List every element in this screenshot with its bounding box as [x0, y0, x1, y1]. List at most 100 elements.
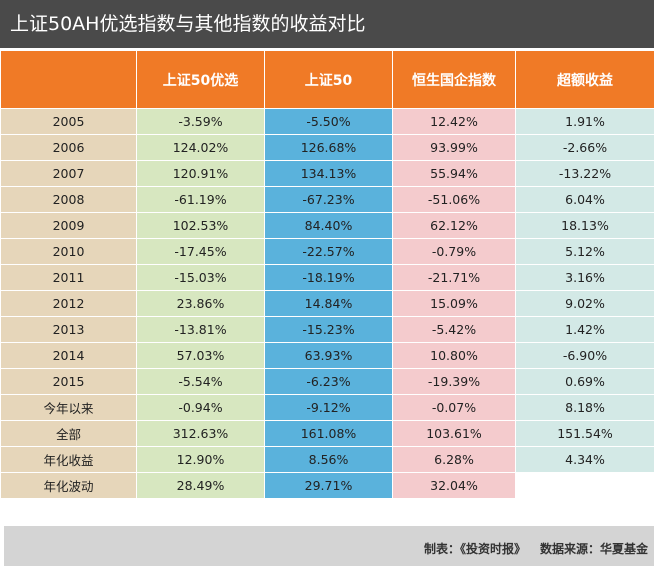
table-cell: 134.13% — [265, 161, 393, 187]
table-cell: 15.09% — [393, 291, 516, 317]
table-cell: 10.80% — [393, 343, 516, 369]
row-label-cell: 2011 — [1, 265, 137, 291]
table-cell: -13.81% — [137, 317, 265, 343]
page-title: 上证50AH优选指数与其他指数的收益对比 — [0, 0, 654, 48]
table-cell: -19.39% — [393, 369, 516, 395]
table-cell: 63.93% — [265, 343, 393, 369]
row-label-cell: 2012 — [1, 291, 137, 317]
table-cell: 1.91% — [516, 109, 654, 135]
table-cell: -9.12% — [265, 395, 393, 421]
table-cell: -3.59% — [137, 109, 265, 135]
column-header: 超额收益 — [516, 51, 654, 109]
row-label-cell: 年化波动 — [1, 473, 137, 499]
table-cell: 18.13% — [516, 213, 654, 239]
table-cell: -15.23% — [265, 317, 393, 343]
table-row: 2015-5.54%-6.23%-19.39%0.69% — [1, 369, 654, 395]
table-cell: -13.22% — [516, 161, 654, 187]
table-cell: -2.66% — [516, 135, 654, 161]
table-cell: 161.08% — [265, 421, 393, 447]
table-cell: -21.71% — [393, 265, 516, 291]
table-cell — [516, 473, 654, 499]
table-cell: -5.42% — [393, 317, 516, 343]
table-cell: 8.18% — [516, 395, 654, 421]
table-cell: 29.71% — [265, 473, 393, 499]
table-cell: 5.12% — [516, 239, 654, 265]
table-cell: 151.54% — [516, 421, 654, 447]
row-label-cell: 2009 — [1, 213, 137, 239]
table-cell: 124.02% — [137, 135, 265, 161]
table-cell: -0.79% — [393, 239, 516, 265]
table-cell: -0.07% — [393, 395, 516, 421]
column-header: 恒生国企指数 — [393, 51, 516, 109]
table-row: 2008-61.19%-67.23%-51.06%6.04% — [1, 187, 654, 213]
table-cell: 32.04% — [393, 473, 516, 499]
row-label-cell: 年化收益 — [1, 447, 137, 473]
table-cell: -0.94% — [137, 395, 265, 421]
column-header: 上证50 — [265, 51, 393, 109]
table-cell: 103.61% — [393, 421, 516, 447]
table-cell: 14.84% — [265, 291, 393, 317]
table-row: 2005-3.59%-5.50%12.42%1.91% — [1, 109, 654, 135]
table-cell: 84.40% — [265, 213, 393, 239]
footer-source: 数据来源：华夏基金 — [540, 542, 648, 556]
row-label-cell: 2005 — [1, 109, 137, 135]
row-label-cell: 全部 — [1, 421, 137, 447]
table-cell: 4.34% — [516, 447, 654, 473]
table-cell: 6.04% — [516, 187, 654, 213]
row-label-cell: 2015 — [1, 369, 137, 395]
row-label-cell: 2014 — [1, 343, 137, 369]
table-cell: 120.91% — [137, 161, 265, 187]
table-cell: 102.53% — [137, 213, 265, 239]
table-cell: 55.94% — [393, 161, 516, 187]
table-cell: 12.90% — [137, 447, 265, 473]
table-row: 2010-17.45%-22.57%-0.79%5.12% — [1, 239, 654, 265]
footer-maker: 制表：《投资时报》 — [424, 542, 526, 556]
table-cell: -61.19% — [137, 187, 265, 213]
table-cell: 126.68% — [265, 135, 393, 161]
table-cell: 62.12% — [393, 213, 516, 239]
row-label-cell: 2006 — [1, 135, 137, 161]
table-row: 今年以来-0.94%-9.12%-0.07%8.18% — [1, 395, 654, 421]
row-label-cell: 2007 — [1, 161, 137, 187]
table-cell: -51.06% — [393, 187, 516, 213]
row-label-cell: 2010 — [1, 239, 137, 265]
row-label-cell: 2013 — [1, 317, 137, 343]
table-cell: 9.02% — [516, 291, 654, 317]
table-cell: 8.56% — [265, 447, 393, 473]
row-label-cell: 今年以来 — [1, 395, 137, 421]
table-cell: 0.69% — [516, 369, 654, 395]
table-cell: -5.54% — [137, 369, 265, 395]
footer: 制表：《投资时报》数据来源：华夏基金 — [4, 526, 654, 566]
row-label-cell: 2008 — [1, 187, 137, 213]
table-cell: -6.23% — [265, 369, 393, 395]
table-cell: -22.57% — [265, 239, 393, 265]
table-cell: 3.16% — [516, 265, 654, 291]
table-cell: 28.49% — [137, 473, 265, 499]
table-cell: -6.90% — [516, 343, 654, 369]
table-cell: 23.86% — [137, 291, 265, 317]
table-cell: -15.03% — [137, 265, 265, 291]
column-header — [1, 51, 137, 109]
table-cell: 12.42% — [393, 109, 516, 135]
table-cell: -18.19% — [265, 265, 393, 291]
table-cell: 93.99% — [393, 135, 516, 161]
table-cell: -67.23% — [265, 187, 393, 213]
table-cell: 6.28% — [393, 447, 516, 473]
table-row: 2013-13.81%-15.23%-5.42%1.42% — [1, 317, 654, 343]
table-cell: 57.03% — [137, 343, 265, 369]
table-cell: 1.42% — [516, 317, 654, 343]
table-cell: -5.50% — [265, 109, 393, 135]
table-cell: 312.63% — [137, 421, 265, 447]
table-row: 2011-15.03%-18.19%-21.71%3.16% — [1, 265, 654, 291]
column-header: 上证50优选 — [137, 51, 265, 109]
